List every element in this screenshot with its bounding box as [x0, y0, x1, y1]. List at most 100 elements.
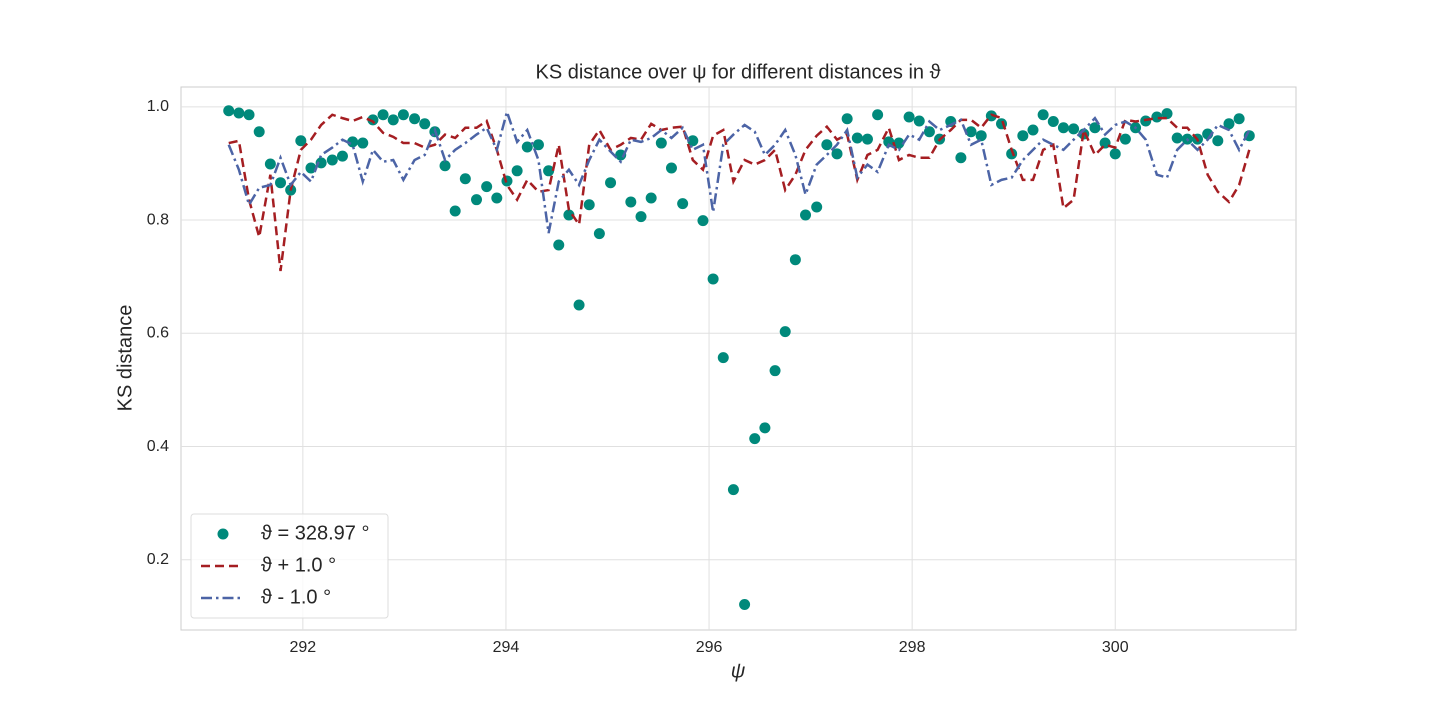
- point: [573, 299, 585, 311]
- x-tick-label: 294: [493, 639, 520, 656]
- point: [831, 148, 843, 160]
- point: [521, 141, 533, 153]
- point: [1027, 124, 1039, 136]
- point: [397, 109, 409, 121]
- point: [655, 137, 667, 149]
- legend-marker: [217, 528, 229, 540]
- point: [481, 181, 493, 193]
- y-tick-label: 0.2: [147, 551, 169, 568]
- point: [387, 114, 399, 126]
- point: [1171, 132, 1183, 144]
- point: [553, 239, 565, 251]
- y-tick-label: 0.8: [147, 211, 169, 228]
- y-tick-label: 0.4: [147, 438, 169, 455]
- legend-box: [190, 513, 389, 619]
- point: [872, 109, 884, 121]
- point: [543, 165, 555, 177]
- marks: [223, 105, 1255, 611]
- point: [697, 215, 709, 227]
- point: [233, 107, 245, 119]
- point: [861, 133, 873, 145]
- point: [1119, 133, 1131, 145]
- point: [821, 139, 833, 151]
- point: [851, 132, 863, 144]
- point: [677, 198, 689, 210]
- point: [563, 209, 575, 221]
- point: [749, 433, 761, 445]
- point: [1233, 113, 1245, 125]
- y-tick-label: 0.6: [147, 325, 169, 342]
- point: [326, 154, 338, 166]
- line: [227, 107, 1251, 234]
- legend-label: ϑ = 328.97 °: [261, 522, 369, 544]
- point: [625, 196, 637, 208]
- point: [789, 254, 801, 266]
- legend-label: ϑ - 1.0 °: [261, 586, 331, 608]
- point: [883, 136, 895, 148]
- x-tick-label: 300: [1102, 639, 1129, 656]
- point: [223, 105, 235, 117]
- point: [811, 201, 823, 213]
- point: [645, 192, 657, 204]
- point: [1037, 109, 1049, 121]
- chart-title: KS distance over ψ for different distanc…: [535, 61, 940, 83]
- line: [228, 113, 1251, 272]
- point: [1212, 135, 1224, 147]
- point: [1068, 123, 1080, 135]
- point: [336, 150, 348, 162]
- point: [1223, 118, 1235, 130]
- x-tick-label: 296: [696, 639, 723, 656]
- point: [1161, 108, 1173, 120]
- point: [975, 130, 987, 142]
- point: [264, 158, 276, 170]
- point: [923, 126, 935, 138]
- x-axis-label: ψ: [731, 660, 746, 682]
- legend-label: ϑ + 1.0 °: [261, 554, 336, 576]
- point: [665, 162, 677, 174]
- point: [635, 211, 647, 223]
- point: [717, 352, 729, 364]
- point: [409, 113, 421, 125]
- point: [1089, 122, 1101, 134]
- point: [449, 205, 461, 217]
- point: [965, 126, 977, 138]
- point: [511, 165, 523, 177]
- point: [471, 194, 483, 206]
- point: [243, 109, 255, 121]
- point: [800, 209, 812, 221]
- point: [1047, 116, 1059, 128]
- point: [769, 365, 781, 377]
- point: [893, 137, 905, 149]
- point: [377, 109, 389, 121]
- legend: ϑ = 328.97 ° ϑ + 1.0 ° ϑ - 1.0 °: [190, 513, 389, 619]
- x-tick-label: 292: [290, 639, 317, 656]
- point: [841, 113, 853, 125]
- point: [439, 160, 451, 172]
- point: [305, 162, 317, 174]
- point: [759, 422, 771, 434]
- point: [275, 177, 287, 189]
- point: [253, 126, 265, 138]
- point: [739, 599, 751, 611]
- point: [295, 135, 307, 147]
- x-tick-label: 298: [899, 639, 926, 656]
- point: [491, 192, 503, 204]
- point: [1151, 111, 1163, 123]
- point: [367, 114, 379, 126]
- point: [913, 115, 925, 127]
- point: [583, 199, 595, 211]
- point: [419, 118, 431, 130]
- point: [1006, 148, 1018, 160]
- point: [707, 273, 719, 285]
- point: [593, 228, 605, 240]
- point: [459, 173, 471, 185]
- point: [1057, 122, 1069, 134]
- point: [903, 111, 915, 123]
- point: [1109, 148, 1121, 160]
- point: [779, 326, 791, 338]
- y-axis-label: KS distance: [114, 305, 136, 412]
- point: [955, 152, 967, 164]
- point: [357, 137, 369, 149]
- point: [687, 135, 699, 147]
